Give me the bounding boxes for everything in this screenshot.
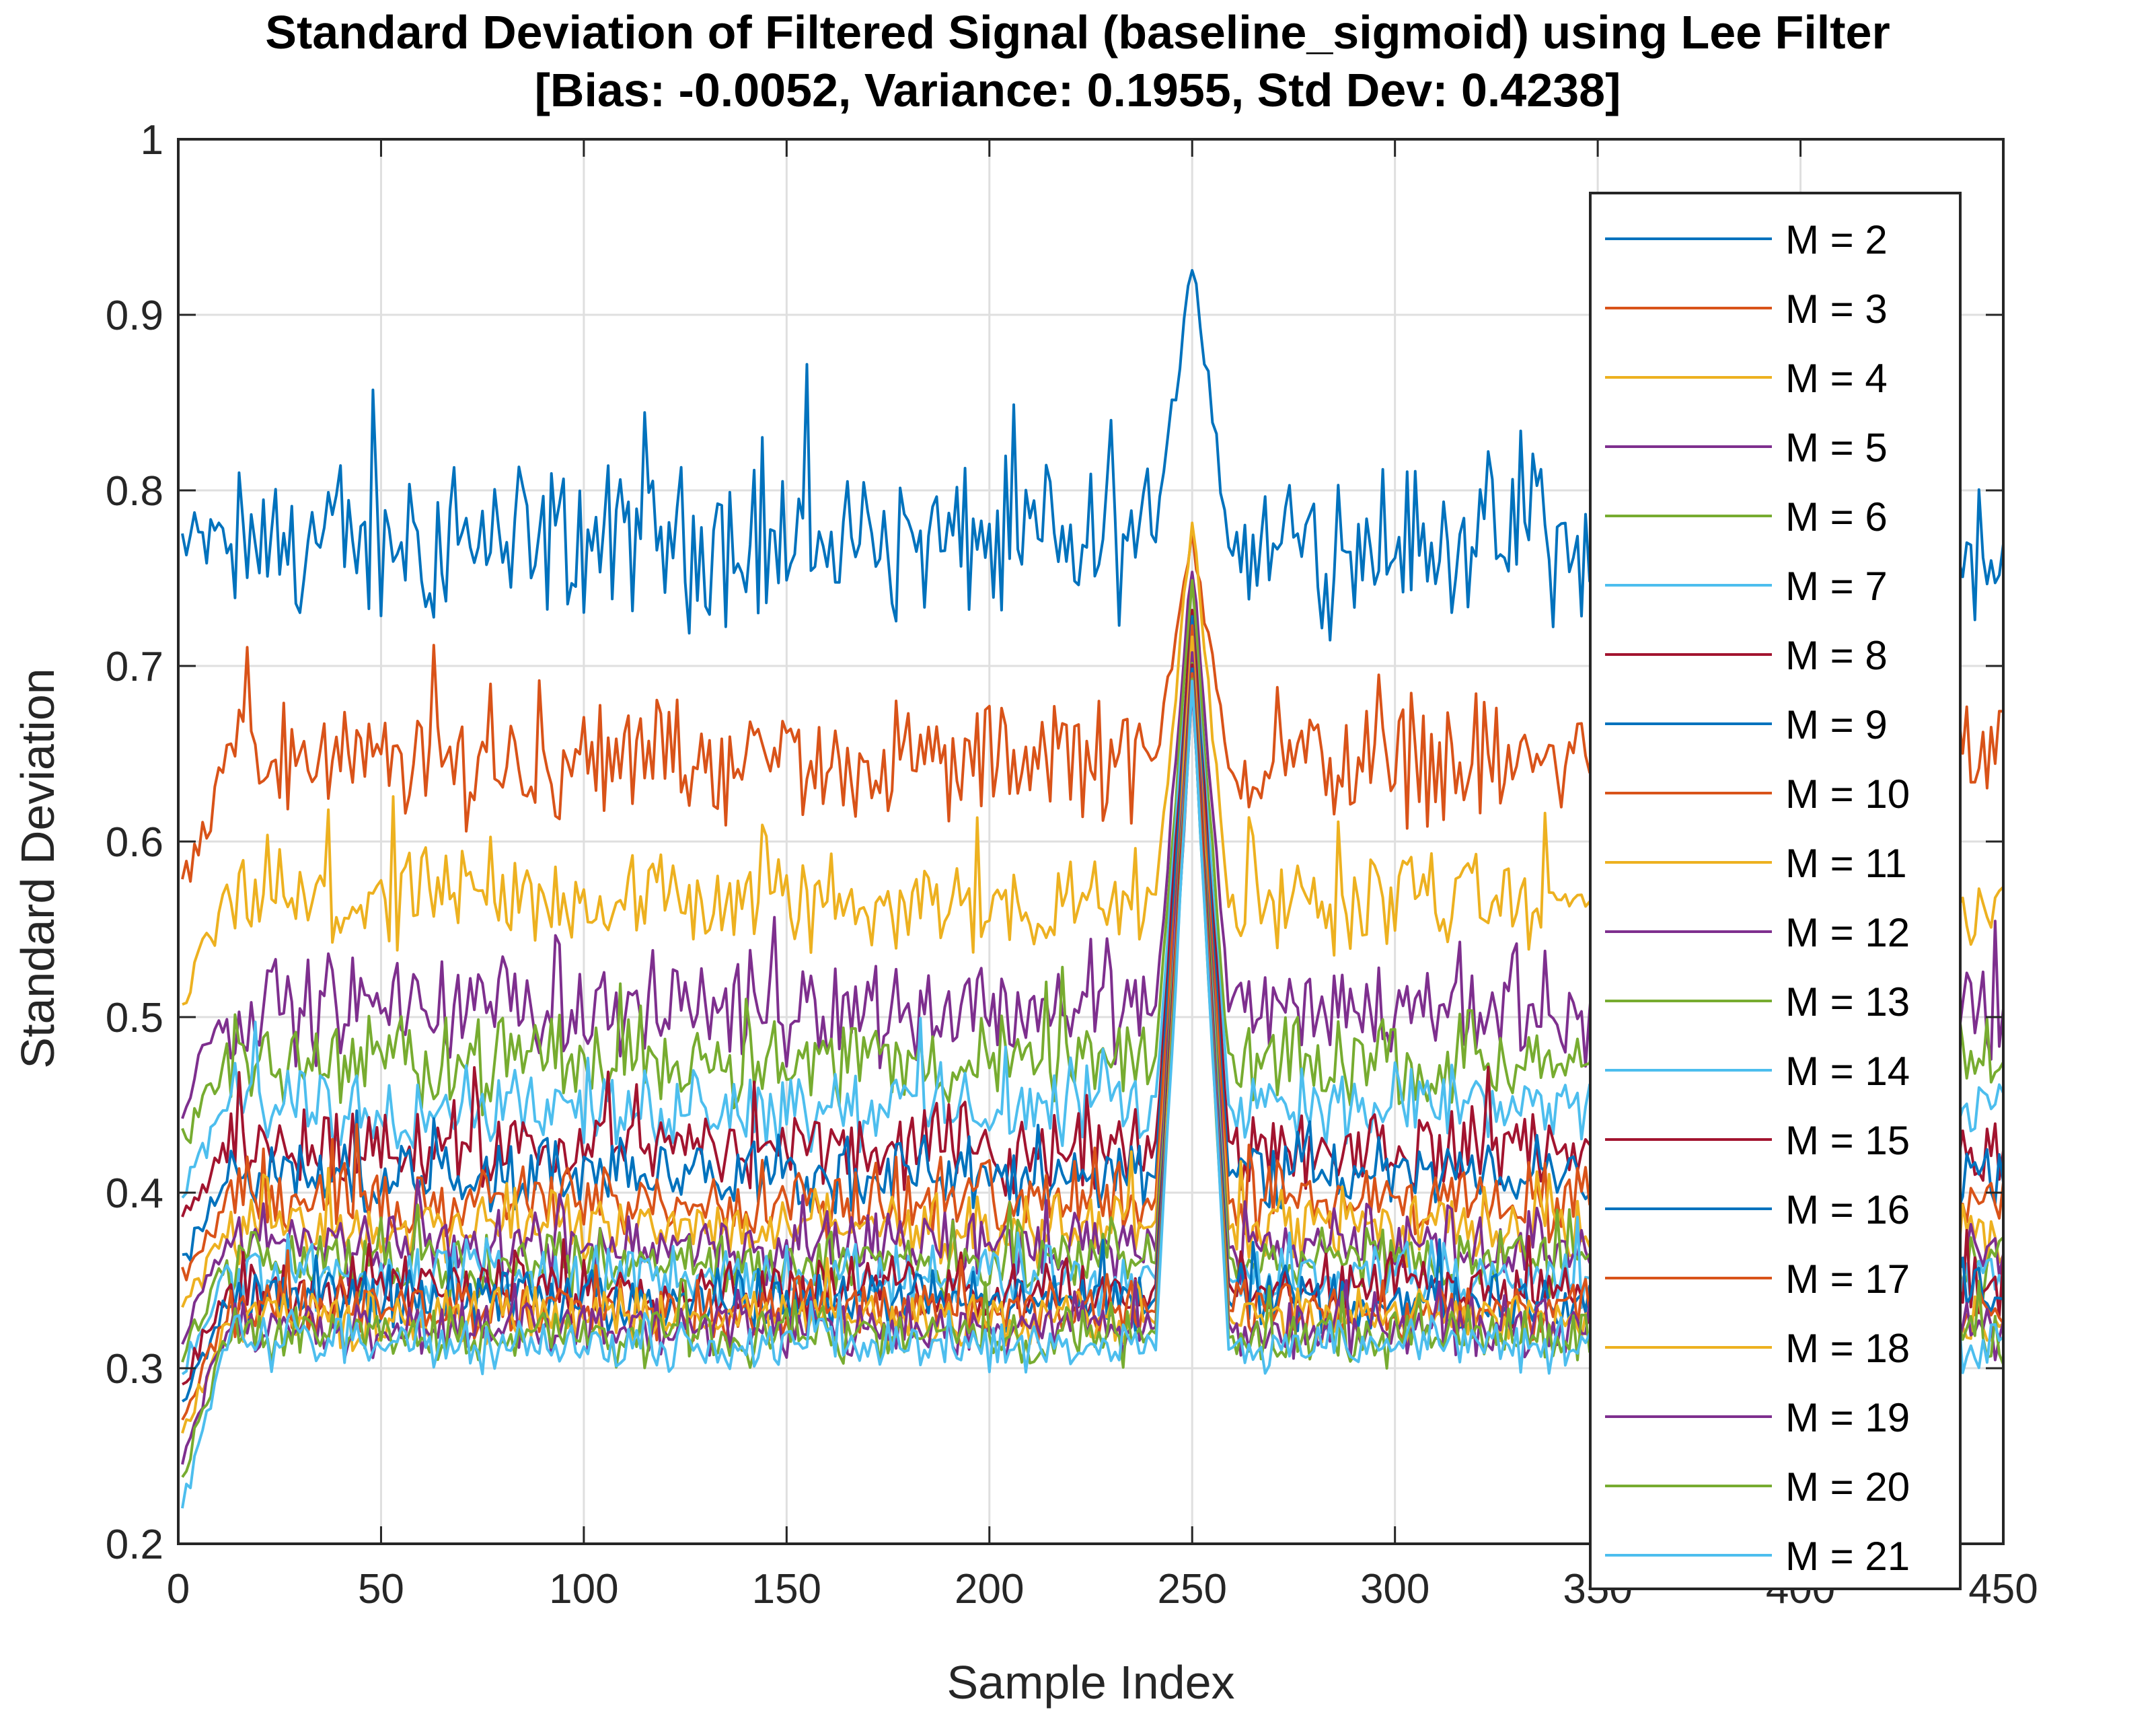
x-tick-label: 200 [955, 1566, 1024, 1612]
y-tick-label: 0.8 [106, 468, 163, 515]
legend-entry-label: M = 19 [1785, 1395, 1910, 1440]
legend-entry-label: M = 13 [1785, 979, 1910, 1024]
x-tick-label: 300 [1360, 1566, 1429, 1612]
y-tick-label: 0.4 [106, 1170, 163, 1217]
legend-entry-label: M = 21 [1785, 1534, 1910, 1579]
legend-entry-label: M = 4 [1785, 356, 1888, 401]
x-tick-label: 450 [1968, 1566, 2038, 1612]
x-axis-label: Sample Index [946, 1656, 1234, 1709]
y-tick-label: 0.7 [106, 644, 163, 690]
y-tick-label: 0.9 [106, 293, 163, 339]
legend-entry-label: M = 2 [1785, 217, 1888, 262]
legend-entry-label: M = 5 [1785, 425, 1888, 470]
legend-entry-label: M = 9 [1785, 702, 1888, 747]
legend-entry-label: M = 3 [1785, 287, 1888, 332]
x-tick-label: 150 [752, 1566, 821, 1612]
x-tick-label: 50 [358, 1566, 404, 1612]
legend-entry-label: M = 18 [1785, 1326, 1910, 1371]
legend-entry-label: M = 11 [1785, 841, 1907, 886]
y-tick-label: 0.2 [106, 1522, 163, 1568]
legend-entry-label: M = 15 [1785, 1118, 1910, 1163]
legend-entry-label: M = 16 [1785, 1187, 1910, 1232]
legend-entry-label: M = 12 [1785, 910, 1910, 955]
y-tick-label: 0.6 [106, 819, 163, 866]
legend-entry-label: M = 17 [1785, 1257, 1910, 1302]
y-axis-label: Standard Deviation [11, 668, 64, 1068]
y-tick-label: 0.3 [106, 1346, 163, 1392]
legend-box [1589, 192, 1962, 1590]
x-tick-label: 250 [1157, 1566, 1226, 1612]
y-tick-label: 1 [141, 117, 163, 163]
legend-entry-label: M = 20 [1785, 1464, 1910, 1509]
legend-entry-label: M = 14 [1785, 1049, 1910, 1094]
x-tick-label: 0 [167, 1566, 190, 1612]
legend-entry-label: M = 10 [1785, 772, 1910, 817]
legend-entry-label: M = 6 [1785, 494, 1888, 539]
legend: M = 2 M = 3 M = 4 M = 5 M = 6 M = 7 M = 8 M = 9… [1589, 192, 1962, 1590]
legend-entry-label: M = 8 [1785, 633, 1888, 678]
x-tick-label: 100 [549, 1566, 618, 1612]
chart-title: Standard Deviation of Filtered Signal (b… [265, 6, 1890, 59]
y-tick-label: 0.5 [106, 995, 163, 1041]
legend-entry-label: M = 7 [1785, 564, 1888, 609]
chart-subtitle: [Bias: -0.0052, Variance: 0.1955, Std De… [535, 64, 1621, 116]
